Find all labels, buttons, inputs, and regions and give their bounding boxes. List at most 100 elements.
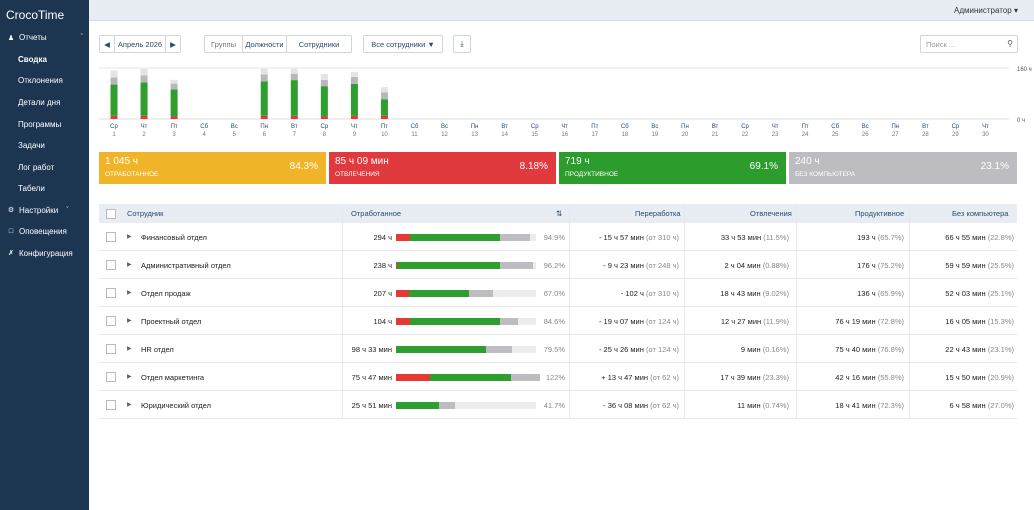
prev-month-button[interactable]: ◀ — [99, 35, 115, 53]
tools-icon: ✗ — [8, 250, 14, 258]
column-header-no-computer[interactable]: Без компьютера — [952, 209, 1009, 218]
user-menu[interactable]: Администратор ▾ — [954, 6, 1018, 15]
x-axis-date-label: 10 — [381, 132, 388, 138]
sidebar-subitem-3[interactable]: Программы — [18, 119, 62, 129]
sidebar-subitem-5[interactable]: Лог работ — [18, 162, 55, 172]
distractions-amount: 2 ч 04 мин — [724, 261, 761, 270]
no-computer-value: 6 ч 58 мин (27.0%) — [949, 401, 1014, 410]
employee-filter[interactable]: Все сотрудники ▼ — [363, 35, 443, 53]
chart-bar-segment — [290, 68, 298, 74]
worked-bar — [396, 262, 536, 269]
worked-value: 238 ч — [373, 261, 392, 270]
table-row[interactable]: ▶ Отдел продаж 207 ч 67.0% - 102 ч (от 310 ч… — [99, 279, 1017, 307]
chart-bar-segment — [140, 82, 148, 116]
x-axis-day-label: Сб — [200, 124, 208, 130]
overtime-amount: - 15 ч 57 мин — [598, 233, 644, 242]
productive-amount: 18 ч 41 мин — [835, 401, 876, 410]
distractions-percent: (11.9%) — [763, 317, 789, 326]
row-checkbox[interactable] — [106, 400, 116, 410]
no-computer-amount: 66 ч 55 мин — [945, 233, 986, 242]
expand-icon[interactable]: ▶ — [127, 374, 132, 380]
summary-card[interactable]: 719 ч Продуктивное 69.1% — [559, 152, 786, 184]
distractions-percent: (11.5%) — [763, 233, 789, 242]
expand-icon[interactable]: ▶ — [127, 262, 132, 268]
table-row[interactable]: ▶ HR отдел 98 ч 33 мин 79.5% - 25 ч 26 мин (… — [99, 335, 1017, 363]
next-month-button[interactable]: ▶ — [165, 35, 181, 53]
sidebar-item-alerts[interactable]: □ Оповещения — [0, 221, 89, 243]
column-header-worked[interactable]: Отработанное — [351, 209, 402, 218]
worked-value: 25 ч 51 мин — [351, 401, 392, 410]
distractions-value: 17 ч 39 мин (23.3%) — [720, 373, 789, 382]
chart-bar-segment — [260, 115, 268, 119]
worked-percent: 67.0% — [543, 289, 565, 298]
department-name: Юридический отдел — [141, 401, 211, 410]
x-axis-day-label: Вс — [441, 124, 448, 130]
row-checkbox[interactable] — [106, 372, 116, 382]
select-all-checkbox[interactable] — [106, 209, 116, 219]
no-computer-percent: (25.5%) — [987, 261, 1014, 270]
sidebar-subitem-2[interactable]: Детали дня — [18, 97, 61, 107]
chart-bar-segment — [140, 115, 148, 119]
summary-card[interactable]: 85 ч 09 мин Отвлечения 8.18% — [329, 152, 556, 184]
productive-bar-segment — [396, 402, 440, 409]
expand-icon[interactable]: ▶ — [127, 234, 132, 240]
no-computer-value: 22 ч 43 мин (23.1%) — [945, 345, 1014, 354]
sidebar-subitem-4[interactable]: Задачи — [18, 141, 45, 151]
x-axis-date-label: 6 — [263, 132, 267, 138]
row-checkbox[interactable] — [106, 344, 116, 354]
tab-employees[interactable]: Сотрудники — [286, 35, 352, 53]
table-row[interactable]: ▶ Отдел маркетинга 75 ч 47 мин 122% + 13 ч 4… — [99, 363, 1017, 391]
worked-percent: 41.7% — [543, 401, 565, 410]
tab-groups[interactable]: Группы — [204, 35, 243, 53]
expand-icon[interactable]: ▶ — [127, 318, 132, 324]
summary-value: 719 ч — [565, 156, 590, 167]
overtime-amount: - 36 ч 08 мин — [603, 401, 649, 410]
sidebar-subitem-6[interactable]: Табели — [18, 184, 45, 194]
x-axis-date-label: 8 — [323, 132, 327, 138]
search-input[interactable]: Поиск ... ⚲ — [920, 35, 1018, 53]
productive-percent: (55.8%) — [877, 373, 904, 382]
expand-icon[interactable]: ▶ — [127, 290, 132, 296]
sidebar-subitem-1[interactable]: Отклонения — [18, 76, 63, 86]
row-checkbox[interactable] — [106, 260, 116, 270]
summary-card[interactable]: 240 ч Без компьютера 23.1% — [789, 152, 1017, 184]
overtime-norm: (от 62 ч) — [650, 373, 679, 382]
caret-down-icon: ▾ — [1013, 6, 1018, 15]
chart-bar-segment — [290, 80, 298, 116]
table-row[interactable]: ▶ Административный отдел 238 ч 96.2% - 9 ч 2… — [99, 251, 1017, 279]
sidebar-item-reports[interactable]: ♟ Отчеты ˆ — [0, 27, 89, 49]
department-name: Проектный отдел — [141, 317, 202, 326]
row-checkbox[interactable] — [106, 288, 116, 298]
x-axis-date-label: 16 — [561, 132, 568, 138]
row-checkbox[interactable] — [106, 316, 116, 326]
sidebar-subitem-0[interactable]: Сводка — [18, 54, 47, 64]
summary-card[interactable]: 1 045 ч Отработанное 84.3% — [99, 152, 326, 184]
column-header-distractions[interactable]: Отвлечения — [750, 209, 792, 218]
expand-icon[interactable]: ▶ — [127, 402, 132, 408]
no-computer-amount: 16 ч 05 мин — [945, 317, 986, 326]
month-picker[interactable]: Апрель 2026 — [114, 35, 166, 53]
row-checkbox[interactable] — [106, 232, 116, 242]
no-computer-percent: (23.1%) — [987, 345, 1014, 354]
table-row[interactable]: ▶ Проектный отдел 104 ч 84.6% - 19 ч 07 мин … — [99, 307, 1017, 335]
table-row[interactable]: ▶ Финансовый отдел 294 ч 94.9% - 15 ч 57 мин… — [99, 223, 1017, 251]
sidebar-item-config[interactable]: ✗ Конфигурация — [0, 243, 89, 265]
sidebar-item-settings[interactable]: ⚙ Настройки ˇ — [0, 200, 89, 222]
chart-bar-segment — [110, 84, 118, 116]
distractions-percent: (0.16%) — [762, 345, 789, 354]
productive-amount: 176 ч — [857, 261, 876, 270]
x-axis-day-label: Ср — [321, 124, 329, 130]
column-header-overtime[interactable]: Переработка — [635, 209, 681, 218]
expand-icon[interactable]: ▶ — [127, 346, 132, 352]
column-header-productive[interactable]: Продуктивное — [855, 209, 905, 218]
download-button[interactable]: ⤓ — [453, 35, 471, 53]
table-row[interactable]: ▶ Юридический отдел 25 ч 51 мин 41.7% - 36 ч… — [99, 391, 1017, 419]
productive-value: 136 ч (65.9%) — [857, 289, 904, 298]
x-axis-day-label: Вс — [651, 124, 658, 130]
tab-positions[interactable]: Должности — [242, 35, 287, 53]
column-header-employee[interactable]: Сотрудник — [127, 209, 164, 218]
distractions-amount: 17 ч 39 мин — [720, 373, 761, 382]
sort-icon[interactable]: ⇅ — [556, 209, 563, 218]
chevron-up-icon: ˆ — [80, 34, 83, 42]
summary-label: Продуктивное — [565, 171, 619, 178]
